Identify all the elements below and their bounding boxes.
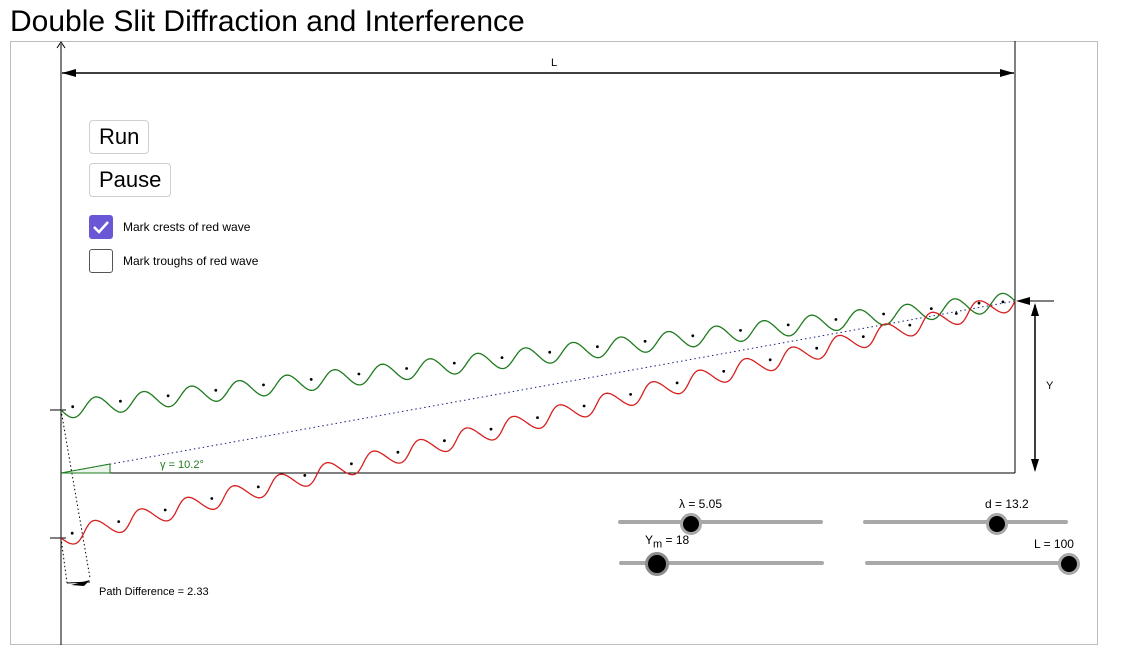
ym-slider-track[interactable]	[619, 561, 824, 565]
crest-mark	[396, 450, 400, 454]
crest-mark	[350, 462, 353, 466]
crest-mark	[786, 323, 790, 327]
crest-mark	[739, 329, 742, 332]
crest-mark	[452, 361, 456, 365]
crest-mark	[166, 394, 170, 398]
troughs-checkbox[interactable]	[89, 249, 113, 273]
angle-label: γ = 10.2°	[160, 459, 204, 471]
crest-mark	[443, 439, 446, 443]
lambda-slider-label: λ = 5.05	[679, 497, 723, 511]
Y-arrow-up-icon	[1031, 303, 1039, 316]
crests-checkbox[interactable]	[89, 215, 113, 239]
Y-pointer-icon	[1016, 297, 1030, 305]
lambda-slider-track[interactable]	[618, 520, 823, 524]
applet-frame	[10, 41, 1098, 645]
troughs-checkbox-label: Mark troughs of red wave	[123, 254, 259, 268]
crest-mark	[643, 339, 647, 343]
crest-mark	[954, 312, 958, 315]
L-slider-track[interactable]	[865, 561, 1070, 565]
crest-mark	[834, 318, 838, 321]
checkmark-icon	[93, 221, 109, 234]
crest-mark	[210, 497, 214, 500]
path-diff-line-a	[60, 409, 91, 579]
crest-mark	[722, 369, 726, 373]
L-arrow-left-icon	[62, 69, 76, 77]
d-slider-handle[interactable]	[986, 513, 1008, 535]
crest-mark	[582, 404, 586, 408]
crest-mark	[357, 372, 361, 376]
green-wave	[60, 292, 1016, 419]
crest-mark	[536, 416, 539, 419]
troughs-checkbox-row[interactable]: Mark troughs of red wave	[89, 249, 258, 273]
crest-mark	[1001, 300, 1005, 304]
L-arrow-right-icon	[1000, 69, 1014, 77]
run-button[interactable]: Run	[89, 120, 150, 154]
Y-arrow-down-icon	[1031, 459, 1039, 472]
path-diff-arrow-icon	[71, 580, 90, 586]
path-difference-label: Path Difference = 2.33	[99, 586, 209, 598]
path-diff-line-b	[60, 537, 68, 584]
crest-mark	[71, 405, 75, 409]
red-wave-crest-marks	[70, 300, 1005, 535]
L-label: L	[551, 57, 557, 69]
page-title: Double Slit Diffraction and Interference	[10, 5, 525, 38]
Y-label: Y	[1046, 380, 1054, 392]
crest-mark	[908, 323, 912, 327]
crest-mark	[691, 334, 695, 338]
crest-mark	[768, 358, 772, 362]
crest-mark	[262, 383, 265, 387]
crest-mark	[303, 474, 307, 477]
center-ray-line	[60, 300, 1016, 474]
angle-wedge	[60, 463, 111, 474]
crest-mark	[70, 531, 74, 535]
crest-mark	[548, 350, 552, 354]
crest-mark	[119, 399, 122, 403]
crest-mark	[117, 520, 121, 523]
crest-mark	[500, 356, 504, 359]
crest-mark	[309, 378, 313, 381]
crest-mark	[929, 307, 933, 310]
crest-mark	[256, 485, 260, 489]
pause-button[interactable]: Pause	[89, 163, 172, 197]
crest-mark	[405, 367, 408, 370]
L-slider-label: L = 100	[1034, 537, 1074, 551]
crest-mark	[861, 335, 865, 338]
crest-mark	[675, 381, 679, 385]
axis-arrow-icon	[56, 41, 66, 49]
crests-checkbox-row[interactable]: Mark crests of red wave	[89, 215, 250, 239]
crest-mark	[629, 393, 632, 396]
red-wave	[60, 300, 1016, 545]
ym-slider-handle[interactable]	[645, 552, 669, 576]
crest-mark	[596, 345, 599, 349]
d-slider-track[interactable]	[863, 520, 1068, 524]
crest-mark	[882, 312, 885, 316]
ym-slider-label: Ym = 18	[645, 533, 690, 551]
crests-checkbox-label: Mark crests of red wave	[123, 220, 251, 234]
crest-mark	[489, 427, 493, 431]
lambda-slider-handle[interactable]	[680, 513, 702, 535]
crest-mark	[815, 346, 819, 350]
crest-mark	[214, 388, 218, 392]
L-slider-handle[interactable]	[1058, 553, 1080, 575]
crest-mark	[163, 508, 167, 512]
crest-mark	[977, 301, 981, 305]
d-slider-label: d = 13.2	[985, 497, 1029, 511]
green-wave-crest-marks	[71, 301, 981, 409]
